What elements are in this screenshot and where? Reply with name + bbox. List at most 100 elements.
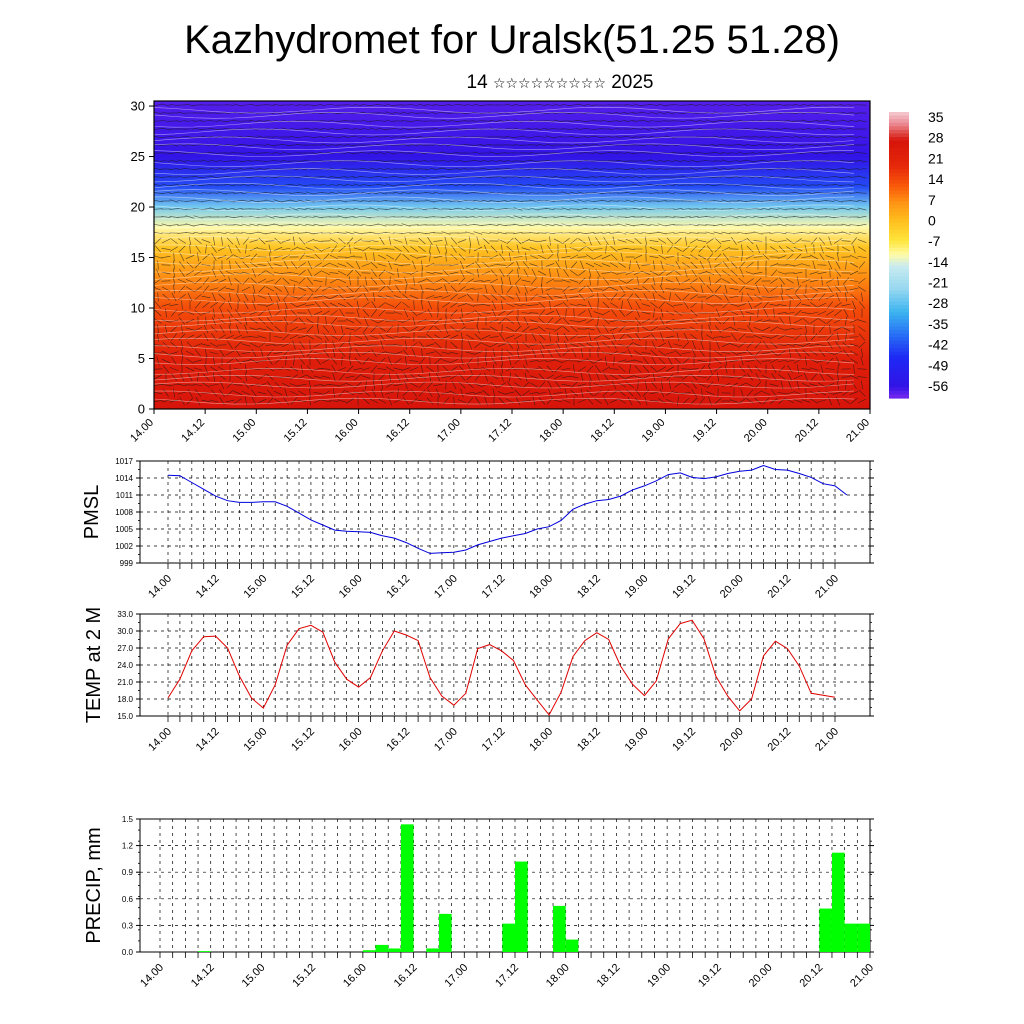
wind-barb	[345, 382, 355, 388]
wind-barb	[393, 263, 403, 267]
wind-barb	[500, 276, 504, 286]
colorbar-label: 21	[928, 150, 944, 166]
wind-barb	[156, 356, 160, 366]
wind-barb	[793, 143, 803, 147]
wind-barb	[578, 270, 586, 276]
wind-barb	[841, 160, 851, 162]
wind-barb	[346, 237, 354, 245]
x-tick-label: 20.12	[766, 726, 794, 754]
wind-barb	[809, 207, 819, 211]
wind-barb	[429, 356, 431, 366]
wind-barb	[313, 215, 323, 219]
wind-barb	[235, 261, 241, 269]
wind-barb	[403, 308, 409, 318]
wind-barb	[817, 200, 827, 202]
wind-barb	[553, 103, 563, 107]
wind-barb	[403, 397, 409, 405]
wind-barb	[161, 248, 171, 250]
wind-barb	[713, 120, 723, 122]
wind-barb	[753, 256, 763, 258]
wind-barb	[268, 244, 272, 254]
wind-barb	[825, 200, 835, 202]
wind-barb	[673, 246, 683, 252]
wind-barb	[401, 104, 411, 106]
colorbar-swatch	[889, 133, 909, 138]
x-tick-label: 16.12	[384, 417, 412, 445]
wind-barb	[401, 160, 411, 162]
wind-barb	[837, 332, 839, 342]
wind-barb	[425, 288, 435, 290]
wind-barb	[338, 349, 346, 357]
wind-barb	[601, 192, 611, 194]
wind-barb	[667, 356, 673, 366]
wind-barb	[555, 340, 561, 350]
wind-barb	[249, 231, 259, 235]
wind-barb	[714, 325, 722, 333]
colorbar-swatch	[889, 258, 909, 263]
wind-barb	[473, 231, 483, 235]
wind-barb	[857, 368, 867, 370]
wind-barb	[273, 144, 283, 146]
wind-barb	[794, 238, 802, 244]
wind-barb	[345, 318, 355, 324]
wind-barb	[562, 317, 570, 325]
wind-barb	[548, 388, 552, 398]
wind-barb	[169, 208, 179, 210]
wind-barb	[713, 184, 723, 186]
wind-barb	[233, 391, 243, 395]
wind-barb	[225, 350, 235, 356]
chart-subtitle: 14 ☆☆☆☆☆☆☆☆☆ 2025	[0, 70, 1024, 97]
wind-barb	[746, 293, 754, 301]
wind-barb	[273, 175, 283, 179]
wind-barb	[257, 248, 267, 250]
wind-barb	[553, 216, 563, 218]
wind-barb	[564, 340, 568, 350]
wind-barb	[483, 244, 489, 254]
wind-barb	[257, 399, 267, 403]
wind-barb	[529, 207, 539, 211]
wind-barb	[297, 104, 307, 106]
wind-barb	[257, 176, 267, 178]
wind-barb	[434, 349, 442, 357]
wind-barb	[465, 207, 475, 211]
wind-barb	[457, 303, 467, 307]
wind-barb	[577, 256, 587, 258]
wind-barb	[849, 343, 859, 347]
wind-barb	[849, 224, 859, 226]
wind-barb	[850, 358, 858, 364]
wind-barb	[225, 104, 235, 106]
wind-barb	[621, 300, 623, 310]
wind-barb	[545, 143, 555, 147]
colorbar-swatch	[889, 237, 909, 242]
pmsl-series-line	[167, 464, 848, 554]
wind-barb	[761, 127, 771, 131]
wind-barb	[233, 168, 243, 170]
colorbar-swatch	[889, 358, 909, 363]
wind-barb	[185, 232, 195, 234]
wind-barb	[161, 127, 171, 131]
wind-barb	[489, 336, 499, 338]
wind-barb	[249, 136, 259, 138]
wind-barb	[249, 247, 259, 251]
wind-barb	[515, 292, 521, 302]
wind-barb	[361, 215, 371, 219]
wind-barb	[507, 341, 513, 349]
wind-barb	[393, 383, 403, 387]
wind-barb	[690, 278, 698, 284]
wind-barb	[729, 159, 739, 163]
wind-barb	[721, 159, 731, 163]
wind-barb	[697, 216, 707, 218]
wind-barb	[625, 375, 635, 379]
x-tick-label: 17.00	[432, 726, 460, 754]
wind-barb	[665, 366, 675, 372]
wind-barb	[161, 144, 171, 146]
wind-barb	[313, 191, 323, 195]
wind-barb	[450, 341, 458, 349]
wind-barb	[241, 231, 251, 235]
wind-barb	[385, 111, 395, 115]
wind-barb	[225, 128, 235, 130]
wind-barb	[570, 325, 578, 333]
wind-barb	[345, 104, 355, 106]
wind-barb	[281, 272, 291, 274]
wind-barb	[219, 389, 225, 397]
